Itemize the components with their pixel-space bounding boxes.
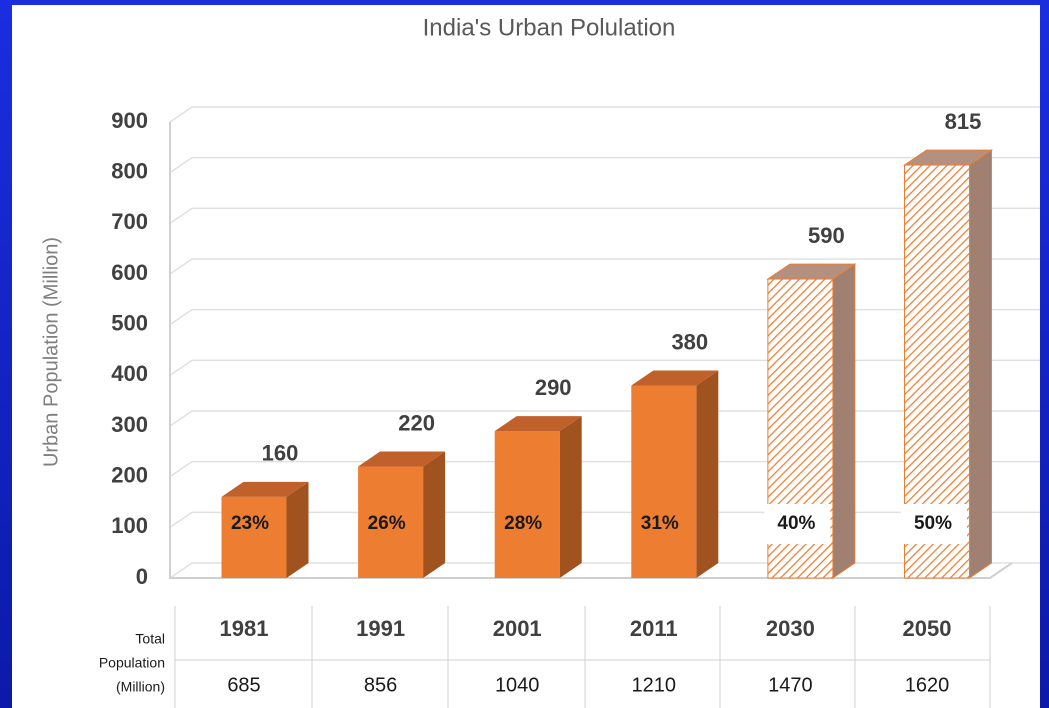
- value-label: 220: [398, 410, 435, 435]
- y-tick-label: 400: [111, 361, 148, 386]
- share-label: 23%: [231, 513, 269, 534]
- table-row-label: Population: [99, 655, 165, 671]
- y-tick-label: 700: [111, 209, 148, 234]
- table-value: 1040: [495, 674, 540, 696]
- x-tick-label: 1981: [220, 616, 269, 641]
- x-tick-label: 2001: [493, 616, 542, 641]
- bar: [494, 431, 560, 578]
- grid-line: [169, 359, 1040, 376]
- table-row-label: (Million): [116, 679, 165, 695]
- grid-line: [169, 410, 1040, 427]
- bar-top: [358, 451, 446, 467]
- table-value: 1620: [905, 674, 950, 696]
- share-label: 28%: [504, 513, 542, 534]
- value-label: 815: [945, 109, 982, 134]
- bar-top: [494, 416, 582, 432]
- value-label: 160: [262, 441, 299, 466]
- grid-line: [169, 562, 1040, 579]
- y-tick-label: 0: [136, 564, 148, 589]
- chart-title: India's Urban Polulation: [423, 14, 676, 41]
- grid-line: [169, 511, 1040, 528]
- grid-line: [169, 207, 1040, 224]
- value-label: 380: [671, 329, 708, 354]
- bar-side: [969, 149, 992, 579]
- bar-top: [631, 370, 719, 386]
- table-value: 1470: [768, 674, 813, 696]
- bar-top: [221, 481, 309, 497]
- grid-line: [169, 460, 1040, 478]
- bar-side: [832, 263, 856, 579]
- value-label: 290: [535, 375, 572, 400]
- bar-side: [286, 481, 309, 578]
- x-tick-label: 2050: [903, 616, 952, 641]
- bar-side: [423, 451, 446, 578]
- bar-side: [559, 416, 582, 578]
- bar: [358, 466, 424, 578]
- share-label: 50%: [914, 513, 952, 534]
- share-label-bg: [901, 504, 967, 544]
- share-label-bg: [764, 504, 831, 544]
- share-label: 31%: [641, 513, 679, 534]
- x-tick-label: 2011: [630, 616, 678, 641]
- grid-line: [169, 308, 1040, 326]
- table-value: 1210: [632, 674, 677, 696]
- y-axis-label: Urban Population (Million): [40, 237, 62, 467]
- axis-line: [169, 122, 1013, 579]
- y-tick-label: 900: [111, 108, 148, 133]
- y-tick-label: 300: [111, 412, 148, 437]
- table-lines: [174, 606, 991, 708]
- bar: [221, 496, 287, 578]
- share-label: 40%: [777, 513, 815, 534]
- table-row-label: Total: [135, 631, 165, 647]
- grid-line: [169, 106, 1040, 123]
- y-tick-label: 600: [111, 260, 148, 285]
- value-label: 590: [808, 223, 845, 248]
- y-tick-label: 200: [111, 462, 148, 487]
- table-value: 856: [364, 674, 397, 696]
- bar-side: [696, 370, 719, 578]
- grid-line: [169, 156, 1040, 174]
- x-tick-label: 1991: [356, 616, 405, 641]
- y-tick-label: 500: [111, 310, 148, 335]
- grid-line: [169, 258, 1040, 275]
- x-tick-label: 2030: [766, 616, 815, 641]
- bar: [631, 385, 697, 578]
- share-label: 26%: [368, 513, 406, 534]
- y-tick-label: 800: [111, 158, 148, 183]
- panel: [12, 5, 1040, 708]
- y-tick-label: 100: [111, 513, 148, 538]
- table-value: 685: [227, 674, 260, 696]
